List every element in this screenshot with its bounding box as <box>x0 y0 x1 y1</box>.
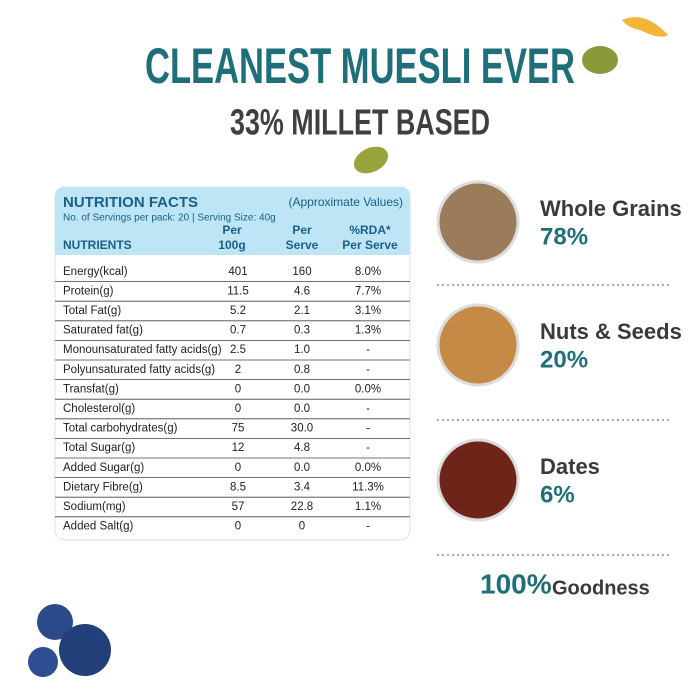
cell: 8.5 <box>230 481 246 493</box>
cell: 2.5 <box>230 344 246 356</box>
cell: 1.0 <box>294 344 310 356</box>
nutrient-name: Polyunsaturated fatty acids(g) <box>63 364 215 376</box>
nutrient-name: Dietary Fibre(g) <box>63 481 143 493</box>
cell: 0.0 <box>294 383 310 395</box>
nuts-image <box>436 303 520 387</box>
header: Serve <box>286 238 319 252</box>
header: Per Serve <box>342 238 398 252</box>
cell: 0 <box>235 403 241 415</box>
cell: 0 <box>235 383 241 395</box>
cell: 2 <box>235 364 241 376</box>
cell: 75 <box>232 423 245 435</box>
dates-image <box>436 438 520 522</box>
highlight-value: 6% <box>540 481 575 508</box>
cell: 12 <box>232 442 245 454</box>
cell: - <box>366 403 370 415</box>
grains-image <box>436 180 520 264</box>
cell: 11.3% <box>352 481 384 493</box>
flake <box>622 17 668 37</box>
nutrient-name: Transfat(g) <box>63 383 119 395</box>
cell: 1.1% <box>355 501 381 513</box>
blueberry <box>28 647 58 677</box>
blueberry <box>37 604 73 640</box>
cell: 0 <box>235 521 241 533</box>
highlight-label: Whole Grains <box>540 196 682 221</box>
nutrient-name: Total Fat(g) <box>63 305 121 317</box>
cell: 5.2 <box>230 305 246 317</box>
cell: 4.8 <box>294 442 310 454</box>
nutrient-name: Cholesterol(g) <box>63 403 135 415</box>
cell: 401 <box>228 266 247 278</box>
header: 100g <box>218 238 245 252</box>
cell: 0.3 <box>294 325 310 337</box>
highlight-label: Nuts & Seeds <box>540 319 682 344</box>
nutrient-name: Protein(g) <box>63 285 114 297</box>
cell: 0 <box>235 462 241 474</box>
cell: 0.8 <box>294 364 310 376</box>
cell: 0 <box>299 521 305 533</box>
cell: 8.0% <box>355 266 381 278</box>
cell: 7.7% <box>355 285 381 297</box>
nutrient-name: Monounsaturated fatty acids(g) <box>63 344 222 356</box>
cell: 3.1% <box>355 305 381 317</box>
cell: - <box>366 364 370 376</box>
cell: 0.0% <box>355 462 381 474</box>
footer-label: Goodness <box>552 577 650 599</box>
cell: - <box>366 521 370 533</box>
header: NUTRIENTS <box>63 238 132 252</box>
nutrient-name: Added Salt(g) <box>63 521 133 533</box>
highlight-value: 20% <box>540 346 588 373</box>
ingredient-images <box>436 180 520 522</box>
footer-value: 100% <box>480 568 552 599</box>
table-note: (Approximate Values) <box>289 195 404 209</box>
blueberry <box>59 624 111 676</box>
seed <box>353 146 389 174</box>
cell: 160 <box>292 266 311 278</box>
table-header-bg <box>55 187 410 255</box>
servings: No. of Servings per pack: 20 | Serving S… <box>63 213 276 224</box>
nutrient-name: Energy(kcal) <box>63 266 128 278</box>
cell: - <box>366 344 370 356</box>
cell: 3.4 <box>294 481 311 493</box>
highlight-label: Dates <box>540 454 600 479</box>
cell: 11.5 <box>227 285 249 297</box>
nutrient-name: Total carbohydrates(g) <box>63 423 178 435</box>
cell: 30.0 <box>291 423 313 435</box>
nutrient-name: Total Sugar(g) <box>63 442 135 454</box>
cell: - <box>366 423 370 435</box>
cell: - <box>366 442 370 454</box>
cell: 22.8 <box>291 501 313 513</box>
cell: 2.1 <box>294 305 310 317</box>
table-title: NUTRITION FACTS <box>63 194 198 211</box>
nutrient-name: Saturated fat(g) <box>63 325 143 337</box>
nutrient-name: Added Sugar(g) <box>63 462 144 474</box>
cell: 0.0 <box>294 462 310 474</box>
cell: 1.3% <box>355 325 381 337</box>
header: Per <box>222 223 242 237</box>
header: %RDA* <box>349 223 391 237</box>
cell: 0.0 <box>294 403 310 415</box>
title: CLEANEST MUESLI EVER <box>145 38 575 94</box>
nutrient-name: Sodium(mg) <box>63 501 126 513</box>
header: Per <box>292 223 312 237</box>
highlight-value: 78% <box>540 223 588 250</box>
cell: 0.0% <box>355 383 381 395</box>
seed <box>582 46 618 74</box>
cell: 0.7 <box>230 325 246 337</box>
cell: 57 <box>232 501 245 513</box>
subtitle: 33% MILLET BASED <box>230 102 490 143</box>
cell: 4.6 <box>294 285 310 297</box>
